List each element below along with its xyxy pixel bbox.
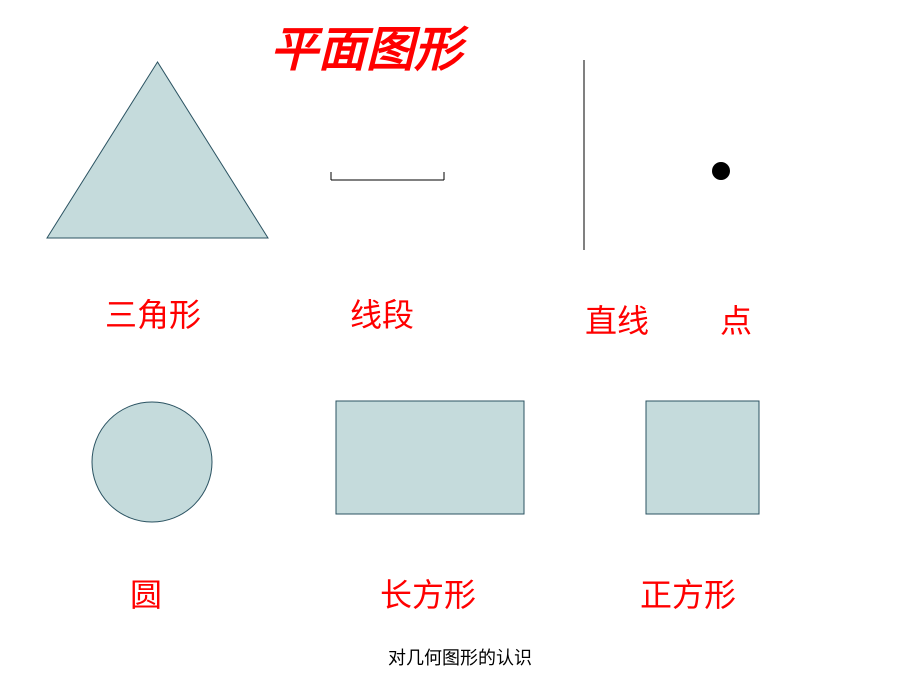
triangle-shape — [45, 60, 270, 240]
point-shape — [711, 161, 731, 181]
slide-container: 平面图形 三角形 线段 直线 点 圆 长方形 正方形 对几何图形的认识 — [0, 0, 920, 690]
triangle-label: 三角形 — [105, 290, 201, 336]
line-shape — [582, 60, 586, 250]
rectangle-shape — [335, 400, 525, 515]
rectangle-label: 长方形 — [380, 570, 476, 616]
segment-shape — [330, 170, 445, 182]
footer-text: 对几何图形的认识 — [0, 644, 920, 670]
slide-title: 平面图形 — [270, 10, 462, 80]
circle-label: 圆 — [130, 570, 162, 616]
segment-label: 线段 — [350, 290, 414, 336]
point-label: 点 — [720, 296, 752, 342]
circle-shape — [90, 400, 214, 524]
square-label: 正方形 — [640, 570, 736, 616]
line-label: 直线 — [585, 296, 649, 342]
square-shape — [645, 400, 760, 515]
